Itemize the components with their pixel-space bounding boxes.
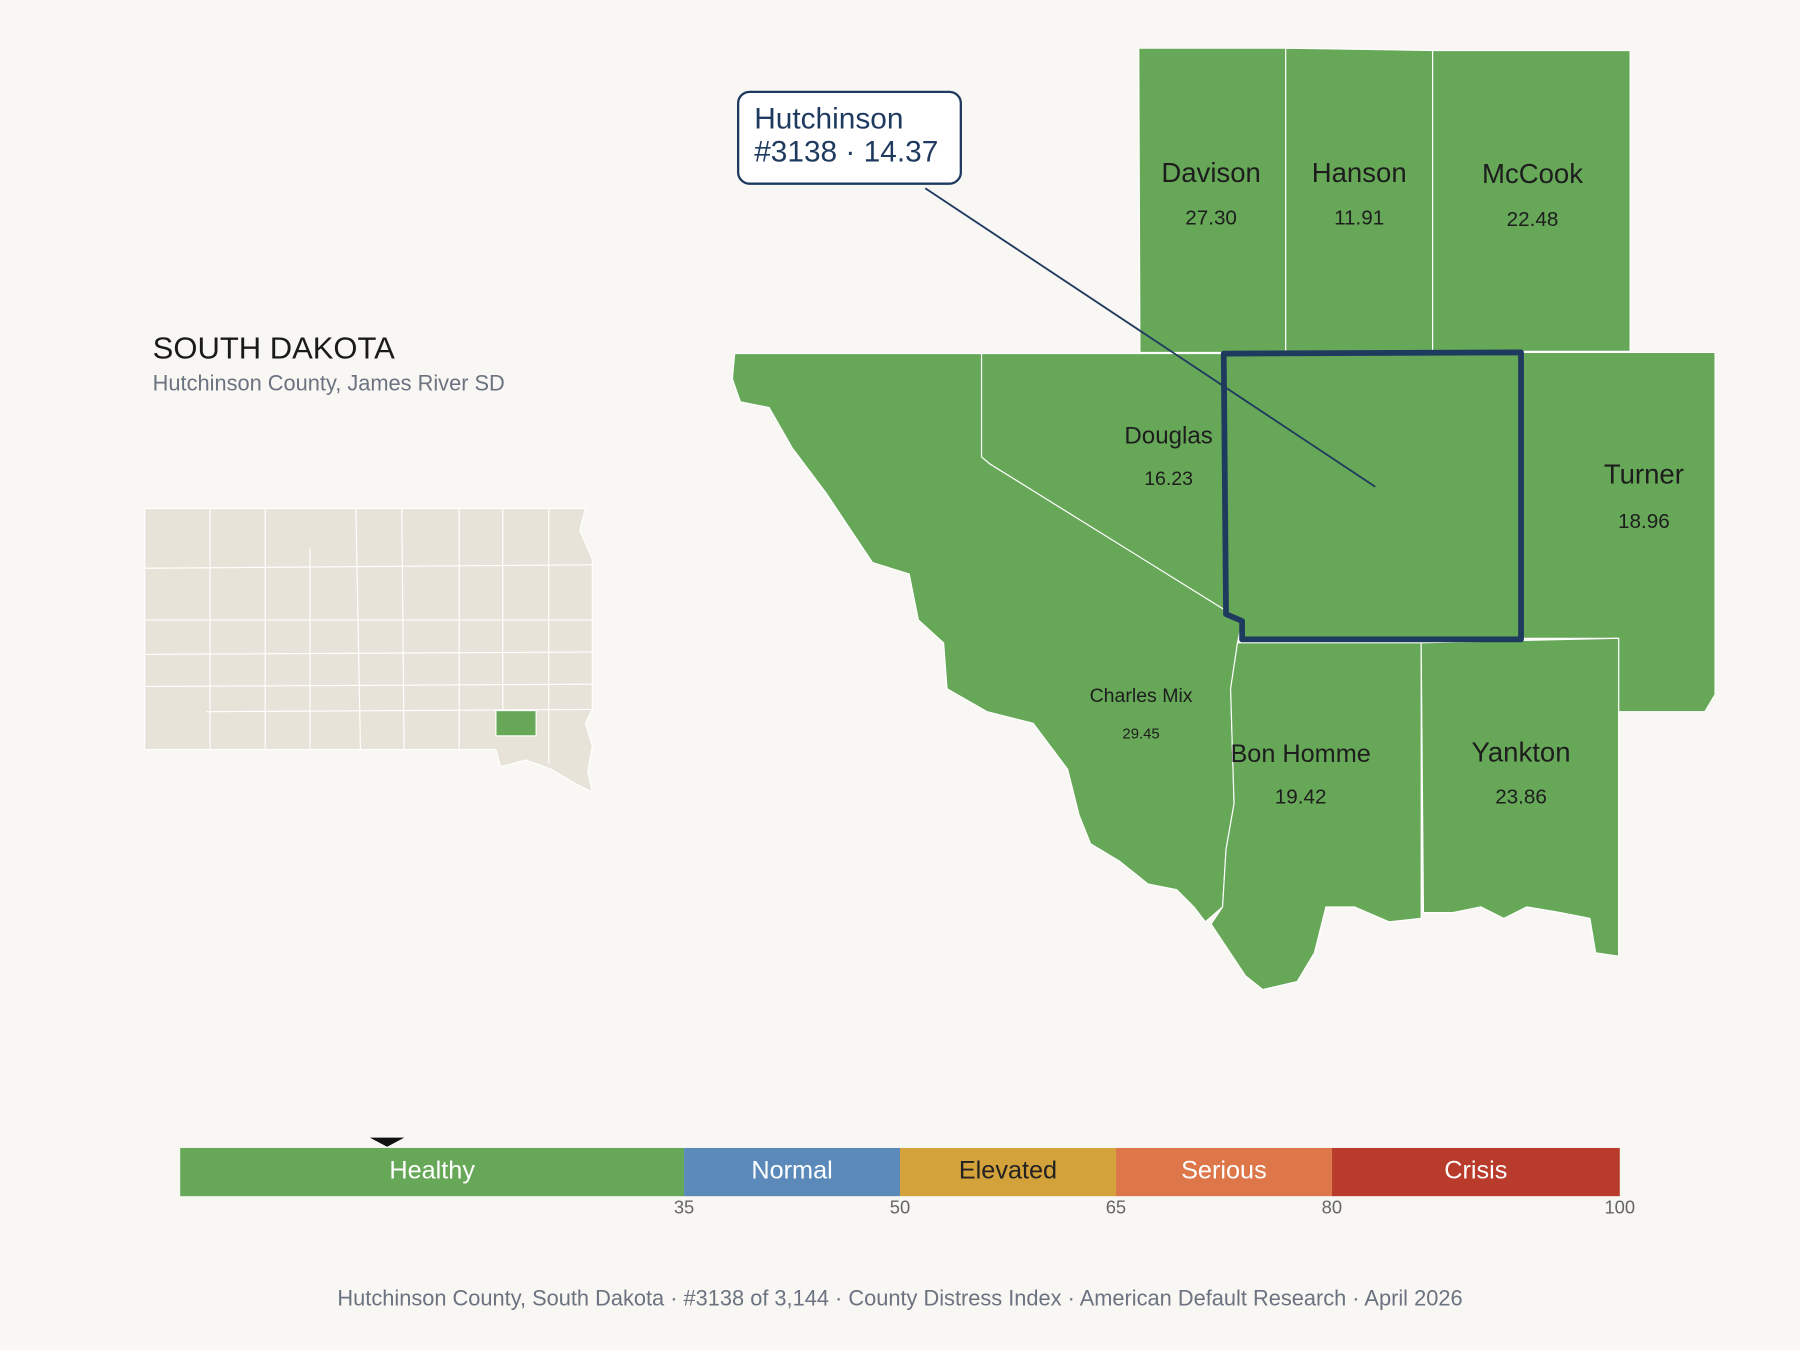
score-marker (369, 1137, 405, 1147)
scale-band-label: Crisis (1444, 1157, 1507, 1185)
scale-band (684, 1147, 900, 1197)
county-name: McCook (1482, 158, 1583, 189)
selected-county (1220, 349, 1524, 643)
county-value: 27.30 (1185, 207, 1237, 230)
scale-tick-label: 50 (890, 1197, 910, 1218)
county-value: 23.86 (1495, 785, 1547, 808)
scale-tick-label: 65 (1106, 1197, 1126, 1218)
scale-band-label: Serious (1181, 1157, 1267, 1185)
county-name: Davison (1161, 157, 1261, 188)
county-value: 22.48 (1507, 208, 1559, 231)
county-value: 18.96 (1618, 510, 1670, 533)
county-shape (1432, 49, 1631, 352)
scale-tick-label: 100 (1604, 1197, 1635, 1218)
county-name: Douglas (1124, 423, 1212, 450)
scale-tick-label: 35 (674, 1197, 694, 1218)
county-name: Charles Mix (1090, 685, 1193, 707)
county-value: 19.42 (1275, 785, 1327, 808)
locator-map (144, 507, 594, 794)
scale-band (1331, 1147, 1620, 1197)
scale-band (900, 1147, 1116, 1197)
county-shape (1285, 47, 1434, 353)
callout-detail: #3138 · 14.37 (754, 136, 938, 169)
county-shape (1138, 47, 1287, 353)
scale-band-label: Elevated (959, 1157, 1057, 1185)
county-name: Hanson (1312, 157, 1407, 188)
callout: Hutchinson #3138 · 14.37 (736, 90, 1376, 488)
scale-band-label: Normal (751, 1157, 832, 1185)
state-outline (144, 507, 594, 794)
state-title: SOUTH DAKOTA (153, 330, 395, 365)
county-shape (1420, 637, 1620, 957)
county-name: Yankton (1472, 736, 1571, 767)
subtitle: Hutchinson County, James River SD (153, 370, 505, 395)
scale-band (180, 1147, 685, 1197)
county-map: Davison 27.30 Hanson 11.91 McCook 22.48 … (731, 47, 1716, 991)
scale-tick-label: 80 (1322, 1197, 1342, 1218)
scale-bar: Healthy Normal Elevated Serious Crisis 35 50 65… (180, 1137, 1635, 1218)
county-value: 16.23 (1144, 468, 1193, 490)
locator-grid (144, 508, 593, 764)
locator-highlight (495, 710, 537, 737)
county-value: 11.91 (1334, 207, 1384, 230)
county-value: 29.45 (1122, 726, 1159, 743)
scale-band (1115, 1147, 1332, 1197)
county-name: Turner (1604, 459, 1684, 490)
leader-line (924, 187, 1376, 488)
county-shape (1520, 351, 1716, 713)
county-name: Bon Homme (1230, 740, 1370, 768)
callout-box (736, 90, 962, 185)
county-shape (1210, 642, 1422, 991)
scale-band-label: Healthy (389, 1157, 475, 1185)
footer: Hutchinson County, South Dakota · #3138 … (337, 1285, 1462, 1310)
callout-name: Hutchinson (754, 102, 903, 135)
